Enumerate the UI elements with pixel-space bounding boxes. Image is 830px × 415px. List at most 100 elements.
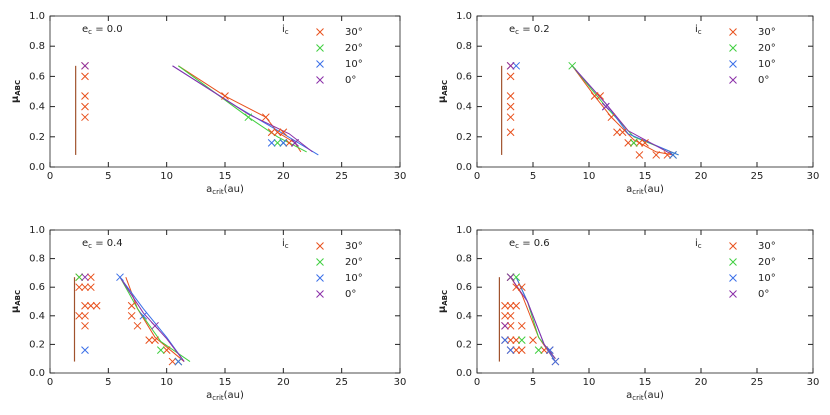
x-tick-label: 30 — [807, 377, 820, 388]
panel-annotation-sub: c — [515, 28, 519, 36]
marker — [506, 92, 515, 100]
panel-annotation: ec = 0.6 — [509, 238, 550, 250]
marker — [517, 283, 526, 292]
legend-title-main: i — [282, 238, 285, 249]
x-tick-label: 15 — [639, 171, 652, 182]
marker — [133, 321, 142, 330]
y-tick-label: 0.2 — [29, 132, 45, 143]
marker — [86, 283, 95, 292]
marker — [127, 301, 136, 310]
marker — [267, 128, 276, 137]
marker — [75, 283, 84, 292]
x-axis-label: acrit(au) — [626, 390, 664, 402]
marker — [613, 128, 621, 137]
marker — [506, 102, 515, 111]
marker — [81, 301, 89, 310]
legend-marker — [729, 76, 737, 84]
y-tick-label: 0.0 — [456, 162, 472, 173]
marker — [506, 128, 515, 137]
marker — [168, 357, 177, 366]
x-tick-label: 10 — [160, 171, 173, 182]
marker — [244, 113, 253, 122]
marker — [506, 61, 515, 70]
y-axis-label-sub: ABC — [441, 80, 449, 96]
x-axis-label-tail: (au) — [224, 184, 244, 195]
legend-label: 30° — [758, 241, 776, 252]
marker — [92, 301, 101, 310]
marker — [139, 311, 148, 320]
legend-title-sub: c — [698, 242, 702, 250]
legend-label: 0° — [758, 75, 769, 86]
marker — [285, 138, 294, 147]
legend-label: 20° — [345, 43, 363, 54]
series-line — [571, 65, 674, 156]
x-tick-label: 20 — [277, 377, 290, 388]
y-tick-label: 1.0 — [456, 225, 472, 236]
panel-annotation: ec = 0.0 — [82, 24, 123, 36]
marker — [652, 151, 661, 159]
y-tick-label: 0.6 — [456, 71, 472, 82]
y-axis-label: μABC — [437, 290, 449, 313]
marker — [512, 301, 521, 310]
marker — [273, 128, 282, 137]
y-axis-label-main: μ — [10, 95, 21, 103]
marker — [506, 346, 515, 354]
x-axis-label-main: a — [626, 390, 632, 401]
marker — [629, 138, 638, 147]
marker — [162, 346, 171, 354]
x-tick-label: 15 — [219, 171, 232, 182]
marker — [81, 102, 89, 111]
marker — [86, 301, 95, 310]
marker — [517, 336, 526, 344]
legend-marker — [729, 60, 737, 68]
legend-label: 0° — [345, 75, 356, 86]
x-tick-label: 10 — [160, 377, 173, 388]
x-tick-label: 5 — [530, 171, 536, 182]
x-tick-label: 30 — [394, 171, 407, 182]
marker — [273, 138, 282, 147]
legend-label: 30° — [345, 27, 363, 38]
marker — [501, 336, 509, 344]
marker — [81, 311, 89, 320]
legend-label: 30° — [345, 241, 363, 252]
marker — [81, 92, 89, 100]
x-axis-label-main: a — [206, 390, 212, 401]
x-tick-label: 25 — [335, 171, 348, 182]
y-axis-label-main: μ — [437, 305, 448, 313]
marker — [501, 321, 509, 330]
marker — [635, 138, 644, 147]
legend-marker — [316, 44, 324, 52]
legend-marker — [729, 242, 737, 250]
marker — [512, 336, 521, 344]
x-tick-label: 30 — [394, 377, 407, 388]
legend-label: 20° — [758, 257, 776, 268]
y-tick-label: 0.0 — [456, 368, 472, 379]
legend-marker — [316, 28, 324, 36]
panel: 0 5 10 15 20 25 30 0.0 0.2 0.4 0.6 0.8 1.0 acrit(au) μ… — [10, 225, 406, 402]
y-tick-label: 1.0 — [29, 225, 45, 236]
x-tick-label: 10 — [583, 377, 596, 388]
legend-title: ic — [695, 24, 702, 36]
y-tick-label: 0.2 — [29, 339, 45, 350]
legend-marker — [729, 274, 737, 282]
marker — [568, 61, 577, 70]
marker — [75, 273, 84, 282]
panel: 0 5 10 15 20 25 30 0.0 0.2 0.4 0.6 0.8 1.0 acrit(au) μ… — [437, 11, 819, 196]
marker — [669, 151, 677, 159]
x-tick-label: 20 — [695, 377, 708, 388]
marker — [81, 113, 89, 122]
panel-annotation: ec = 0.2 — [509, 24, 550, 36]
y-axis-label-main: μ — [10, 305, 21, 313]
marker — [506, 311, 515, 320]
x-axis-label: acrit(au) — [206, 184, 244, 196]
legend-marker — [316, 242, 324, 250]
marker — [517, 321, 526, 330]
marker — [506, 301, 515, 310]
y-tick-label: 0.8 — [456, 41, 472, 52]
plot-frame — [49, 15, 401, 168]
marker — [81, 321, 89, 330]
marker — [145, 336, 154, 344]
x-axis-label-main: a — [206, 184, 212, 195]
plot-frame — [476, 15, 814, 168]
panel-annotation-sub: c — [88, 242, 92, 250]
